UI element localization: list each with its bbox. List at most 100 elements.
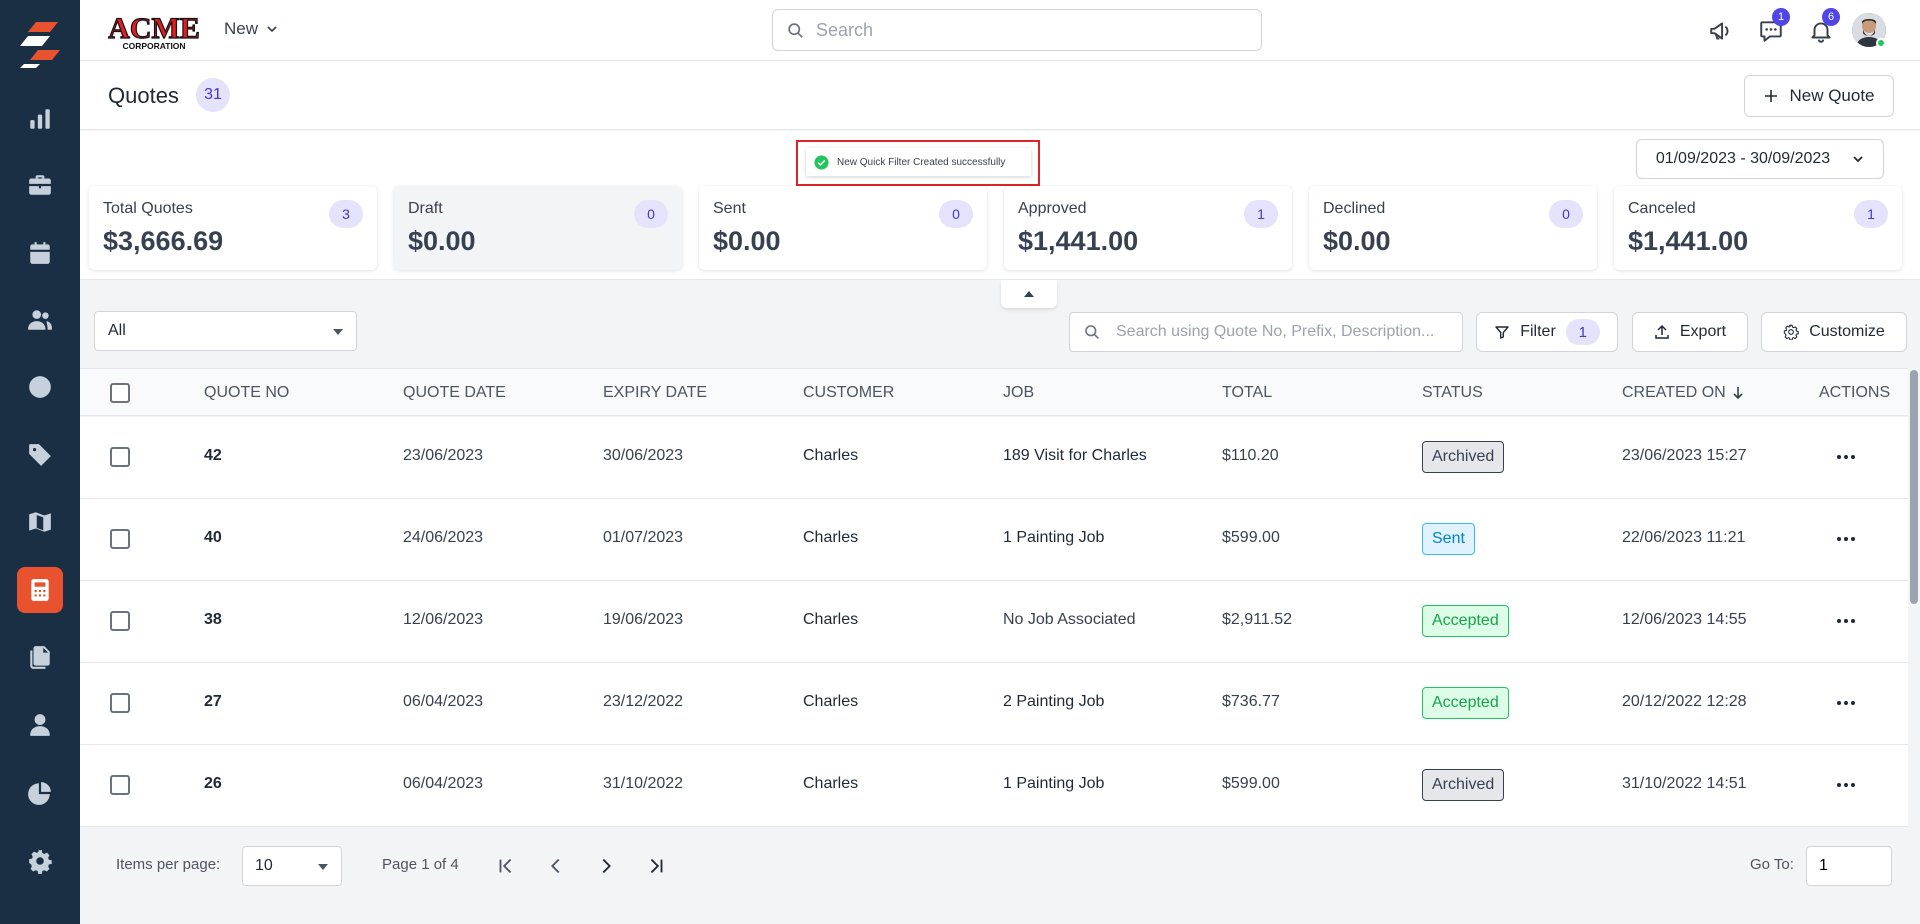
go-to-page-input[interactable] [1806, 846, 1892, 886]
row-actions-menu-icon[interactable] [1834, 775, 1858, 795]
scrollbar-thumb[interactable] [1910, 370, 1918, 604]
customer-cell[interactable]: Charles [803, 447, 859, 464]
column-header-quote-date[interactable]: QUOTE DATE [403, 384, 506, 401]
customize-button[interactable]: Customize [1761, 312, 1907, 352]
export-button[interactable]: Export [1632, 312, 1748, 352]
new-quote-button[interactable]: New Quote [1744, 75, 1894, 117]
sidebar-item-map[interactable] [17, 499, 63, 545]
quote-no-cell[interactable]: 42 [204, 447, 222, 464]
sidebar-item-customers[interactable] [17, 297, 63, 343]
sidebar-item-schedule[interactable] [17, 230, 63, 276]
sidebar-item-timesheets[interactable] [17, 364, 63, 410]
quote-date-cell: 23/06/2023 [403, 447, 484, 464]
new-quote-label: New Quote [1789, 86, 1875, 105]
pagination-bar: Items per page: 10 Page 1 of 4 Go To: [80, 828, 1920, 902]
quote-no-cell[interactable]: 40 [204, 529, 222, 546]
collapse-summary-button[interactable] [1001, 280, 1057, 308]
summary-card-draft[interactable]: Draft $0.00 0 [394, 186, 682, 270]
sidebar-item-pricebook[interactable] [17, 432, 63, 478]
bell-icon [1811, 22, 1831, 43]
acme-logo-subtext: CORPORATION [122, 41, 185, 51]
row-checkbox[interactable] [110, 611, 130, 631]
acme-logo[interactable]: ACME CORPORATION [108, 10, 200, 52]
filter-button[interactable]: Filter 1 [1476, 312, 1618, 352]
quote-search[interactable] [1069, 312, 1463, 352]
row-checkbox[interactable] [110, 529, 130, 549]
row-actions-menu-icon[interactable] [1834, 693, 1858, 713]
table-row[interactable]: 42 23/06/2023 30/06/2023 Charles 189 Vis… [80, 417, 1908, 499]
date-range-picker[interactable]: 01/09/2023 - 30/09/2023 [1636, 139, 1884, 179]
row-checkbox[interactable] [110, 447, 130, 467]
table-row[interactable]: 38 12/06/2023 19/06/2023 Charles No Job … [80, 581, 1908, 663]
job-cell[interactable]: 1 Painting Job [1003, 529, 1105, 546]
search-icon [788, 22, 803, 38]
customer-cell[interactable]: Charles [803, 611, 859, 628]
customer-cell[interactable]: Charles [803, 775, 859, 792]
column-header-quote-no[interactable]: QUOTE NO [204, 384, 290, 401]
row-checkbox[interactable] [110, 775, 130, 795]
quote-no-cell[interactable]: 27 [204, 693, 222, 710]
sidebar-item-quotes[interactable] [17, 567, 63, 613]
quote-no-cell[interactable]: 26 [204, 775, 222, 792]
customer-cell[interactable]: Charles [803, 693, 859, 710]
column-header-total[interactable]: TOTAL [1222, 384, 1273, 401]
job-cell[interactable]: 2 Painting Job [1003, 693, 1105, 710]
column-header-job[interactable]: JOB [1003, 384, 1035, 401]
customer-cell[interactable]: Charles [803, 529, 859, 546]
sidebar-item-dashboard[interactable] [17, 96, 63, 142]
summary-card-canceled[interactable]: Canceled $1,441.00 1 [1614, 186, 1902, 270]
job-cell[interactable]: 189 Visit for Charles [1003, 447, 1147, 464]
row-actions-menu-icon[interactable] [1834, 447, 1858, 467]
items-per-page-select[interactable]: 10 [242, 846, 342, 886]
upload-icon [1655, 324, 1669, 339]
expiry-date-cell: 30/06/2023 [603, 447, 684, 464]
column-header-status[interactable]: STATUS [1422, 384, 1483, 401]
notifications-button[interactable]: 6 [1804, 8, 1840, 48]
page-header: Quotes 31 New Quote [80, 61, 1920, 130]
next-page-button[interactable] [590, 848, 622, 884]
map-icon [29, 512, 51, 532]
summary-card-approved[interactable]: Approved $1,441.00 1 [1004, 186, 1292, 270]
column-header-created-on[interactable]: CREATED ON [1622, 384, 1744, 402]
row-checkbox[interactable] [110, 693, 130, 713]
sidebar-item-invoices[interactable] [17, 634, 63, 680]
top-header: ACME CORPORATION New 1 6 [80, 0, 1920, 61]
summary-card-sent[interactable]: Sent $0.00 0 [699, 186, 987, 270]
column-header-expiry-date[interactable]: EXPIRY DATE [603, 384, 708, 401]
table-scrollbar[interactable] [1908, 366, 1920, 826]
row-actions-menu-icon[interactable] [1834, 529, 1858, 549]
table-row[interactable]: 40 24/06/2023 01/07/2023 Charles 1 Paint… [80, 499, 1908, 581]
column-header-customer[interactable]: CUSTOMER [803, 384, 895, 401]
summary-card-total[interactable]: Total Quotes $3,666.69 3 [89, 186, 377, 270]
total-cell: $736.77 [1222, 693, 1280, 710]
chat-button[interactable]: 1 [1754, 8, 1790, 48]
created-on-cell: 23/06/2023 15:27 [1622, 447, 1747, 464]
quote-no-cell[interactable]: 38 [204, 611, 222, 628]
announcements-button[interactable] [1704, 14, 1738, 48]
app-logo-icon[interactable] [14, 18, 66, 70]
notification-badge: 6 [1822, 8, 1840, 26]
customize-label: Customize [1809, 323, 1885, 340]
last-page-button[interactable] [640, 848, 672, 884]
sidebar-item-staff[interactable] [17, 702, 63, 748]
table-row[interactable]: 26 06/04/2023 31/10/2022 Charles 1 Paint… [80, 745, 1908, 827]
summary-card-declined[interactable]: Declined $0.00 0 [1309, 186, 1597, 270]
expiry-date-cell: 23/12/2022 [603, 693, 684, 710]
sidebar-item-jobs[interactable] [17, 162, 63, 208]
quick-filter-select[interactable]: All [94, 311, 357, 351]
row-actions-menu-icon[interactable] [1834, 611, 1858, 631]
job-cell[interactable]: 1 Painting Job [1003, 775, 1105, 792]
sidebar-item-settings[interactable] [17, 838, 63, 884]
online-status-dot [1876, 38, 1886, 48]
sidebar-item-reports[interactable] [17, 770, 63, 816]
card-label: Approved [1018, 200, 1087, 217]
avatar[interactable] [1852, 13, 1886, 47]
select-all-checkbox[interactable] [110, 383, 130, 403]
table-row[interactable]: 27 06/04/2023 23/12/2022 Charles 2 Paint… [80, 663, 1908, 745]
global-search-input[interactable] [816, 19, 1236, 41]
previous-page-button[interactable] [540, 848, 572, 884]
quote-search-input[interactable] [1116, 323, 1456, 341]
global-search[interactable] [772, 9, 1262, 51]
first-page-button[interactable] [490, 848, 522, 884]
new-dropdown[interactable]: New [224, 19, 278, 39]
